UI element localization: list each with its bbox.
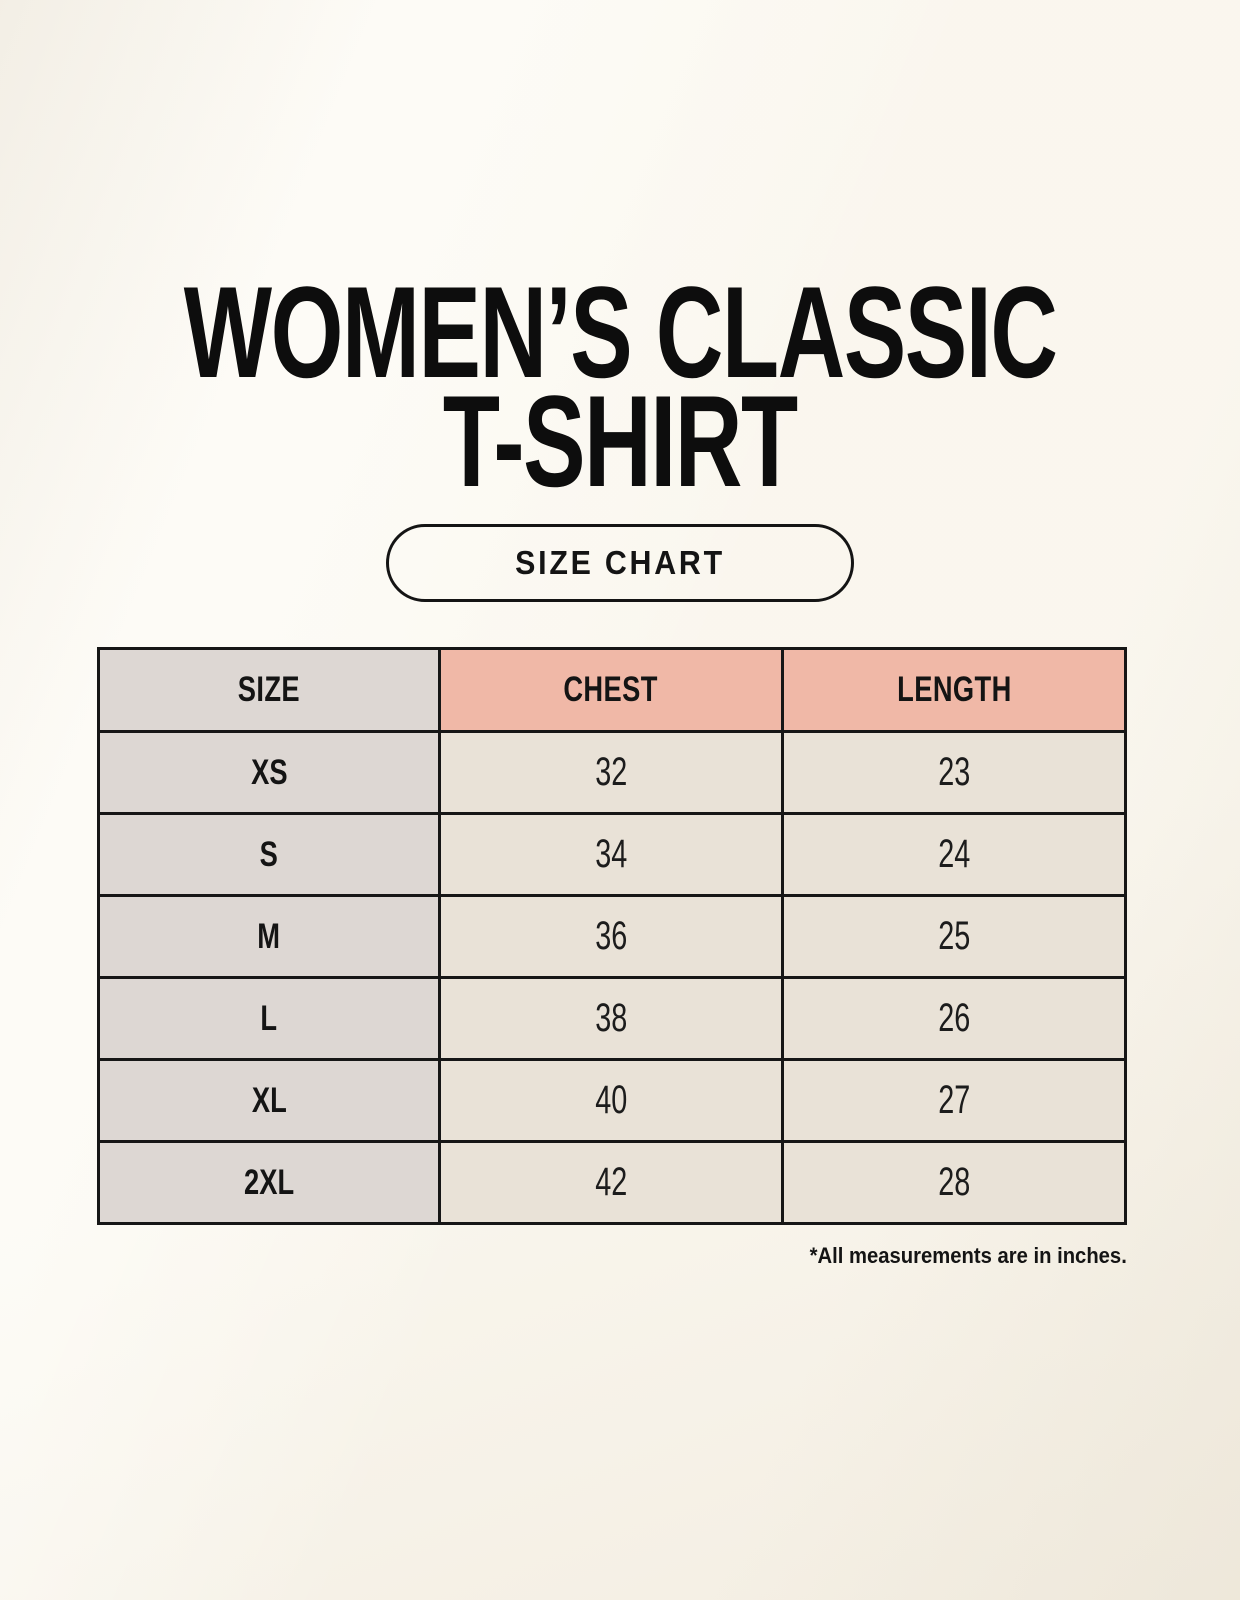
size-chart-button-label: SIZE CHART: [515, 544, 725, 581]
size-chart-table: SIZE CHEST LENGTH XS 32 23 S 34 24 M 36 …: [97, 647, 1128, 1225]
table-row: 2XL 42 28: [97, 1140, 1128, 1225]
chest-cell: 42: [437, 1140, 784, 1225]
header-row: SIZE CHEST LENGTH: [97, 647, 1128, 733]
page-title-line-2: T-SHIRT: [443, 368, 798, 515]
chest-cell: 36: [437, 894, 784, 979]
header-label-length: LENGTH: [896, 670, 1012, 709]
header-cell-size: SIZE: [97, 647, 441, 733]
length-cell: 27: [780, 1058, 1128, 1143]
header-cell-length: LENGTH: [780, 647, 1128, 733]
size-chart-button[interactable]: SIZE CHART: [386, 524, 854, 602]
length-cell: 28: [780, 1140, 1128, 1225]
table-row: XL 40 27: [97, 1058, 1128, 1143]
size-cell: XS: [97, 730, 441, 815]
chest-cell: 32: [437, 730, 784, 815]
table-row: XS 32 23: [97, 730, 1128, 815]
header-label-size: SIZE: [237, 670, 301, 709]
measurements-footnote: *All measurements are in inches.: [97, 1243, 1127, 1269]
page-title-line-1: WOMEN’S CLASSIC: [183, 259, 1058, 405]
size-chart-table-wrap: SIZE CHEST LENGTH XS 32 23 S 34 24 M 36 …: [97, 647, 1128, 1225]
chest-cell: 34: [437, 812, 784, 897]
length-cell: 25: [780, 894, 1128, 979]
size-cell: L: [97, 976, 441, 1061]
page-title: WOMEN’S CLASSIC T-SHIRT: [0, 259, 1240, 515]
chest-cell: 38: [437, 976, 784, 1061]
length-cell: 23: [780, 730, 1128, 815]
header-label-chest: CHEST: [563, 670, 659, 709]
chest-cell: 40: [437, 1058, 784, 1143]
header-cell-chest: CHEST: [437, 647, 784, 733]
size-cell: XL: [97, 1058, 441, 1143]
table-row: M 36 25: [97, 894, 1128, 979]
table-row: S 34 24: [97, 812, 1128, 897]
length-cell: 24: [780, 812, 1128, 897]
size-table-body: XS 32 23 S 34 24 M 36 25 L 38 26 XL 40 2…: [97, 730, 1128, 1225]
length-cell: 26: [780, 976, 1128, 1061]
size-cell: M: [97, 894, 441, 979]
table-row: L 38 26: [97, 976, 1128, 1061]
size-cell: 2XL: [97, 1140, 441, 1225]
size-cell: S: [97, 812, 441, 897]
measurements-footnote-text: *All measurements are in inches.: [809, 1243, 1127, 1268]
